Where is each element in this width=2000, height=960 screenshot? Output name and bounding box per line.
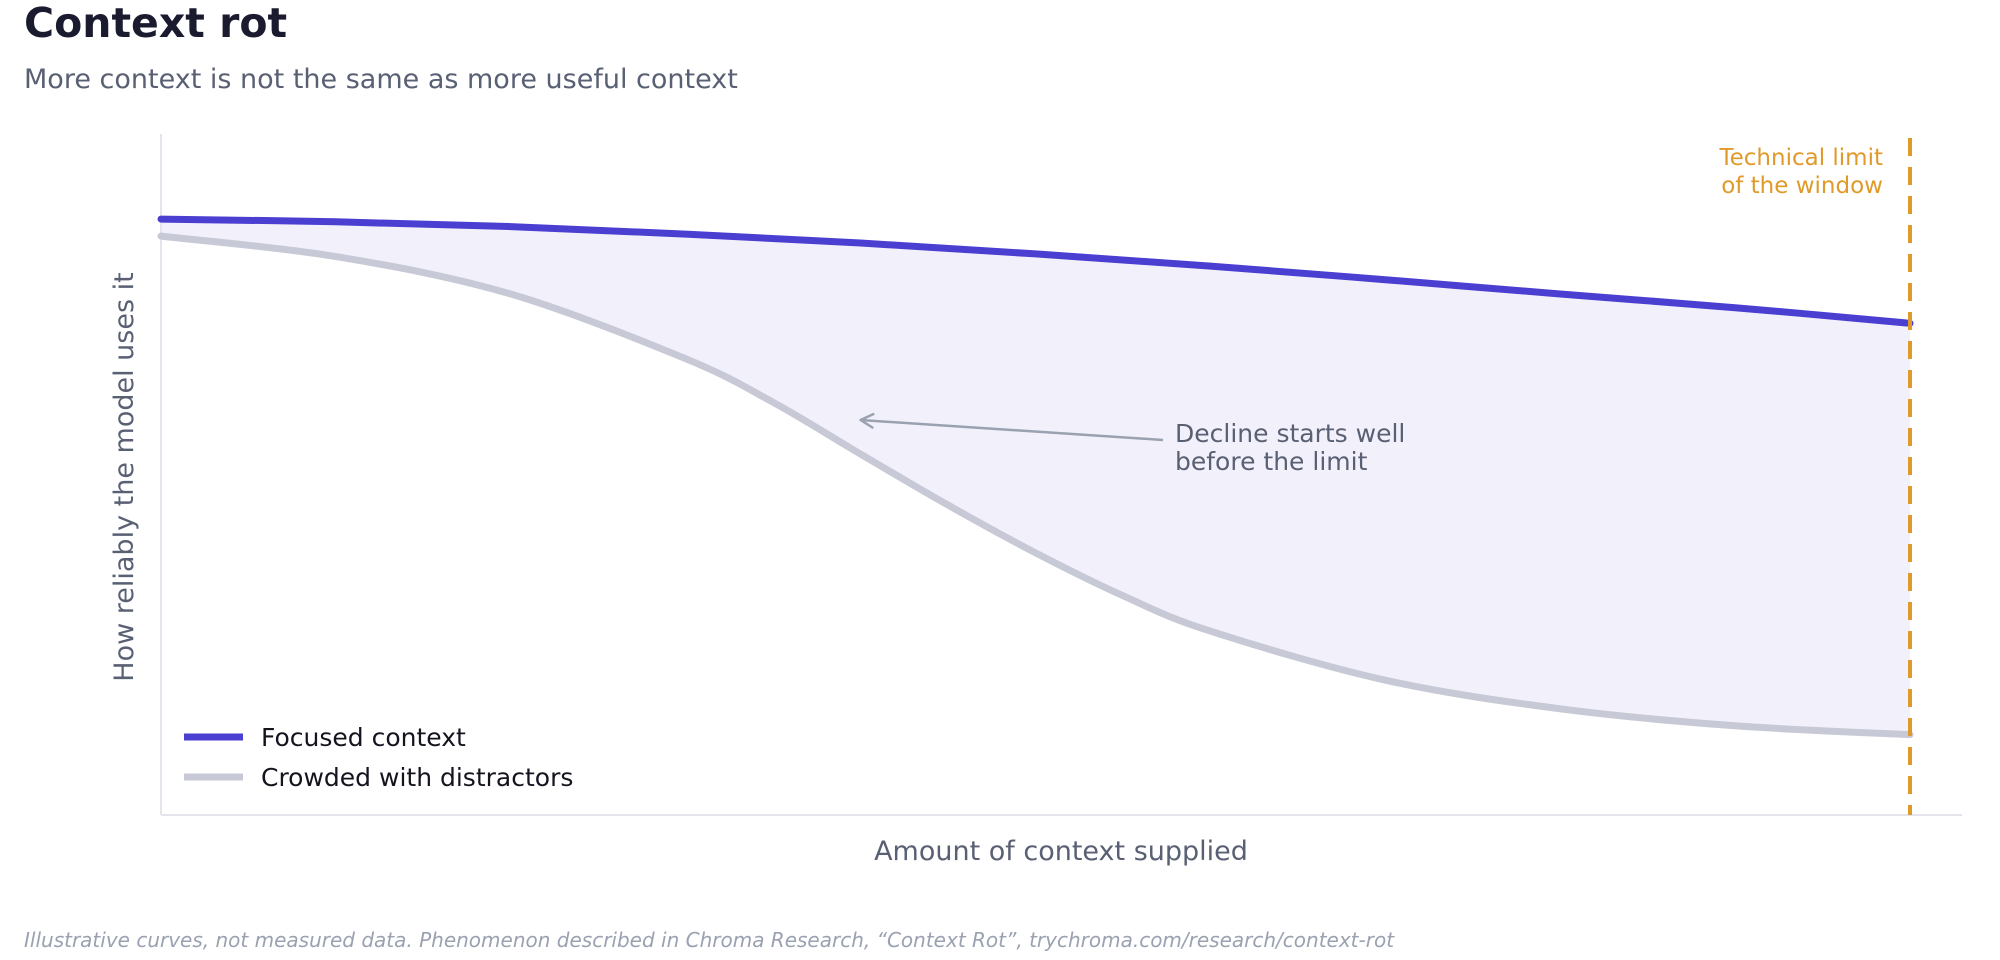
technical-limit-label-line1: Technical limit <box>1718 145 1883 171</box>
chart-title: Context rot <box>24 0 288 47</box>
legend: Focused context Crowded with distractors <box>184 723 573 792</box>
annotation-text-line1: Decline starts well <box>1175 419 1405 448</box>
legend-label-focused: Focused context <box>261 723 466 752</box>
legend-label-crowded: Crowded with distractors <box>261 763 573 792</box>
technical-limit-label-line2: of the window <box>1721 173 1883 199</box>
chart-subtitle: More context is not the same as more use… <box>24 64 738 95</box>
annotation-arrow-line <box>860 418 1164 442</box>
y-axis-label: How reliably the model uses it <box>109 272 140 681</box>
x-axis-label: Amount of context supplied <box>874 836 1248 867</box>
series-line-focused <box>157 215 1914 327</box>
series-line-crowded <box>157 232 1914 739</box>
annotation-arrow-head <box>859 412 875 429</box>
footnote: Illustrative curves, not measured data. … <box>24 928 1395 952</box>
annotation-text-line2: before the limit <box>1175 447 1368 476</box>
gap-fill-area <box>161 219 1910 735</box>
